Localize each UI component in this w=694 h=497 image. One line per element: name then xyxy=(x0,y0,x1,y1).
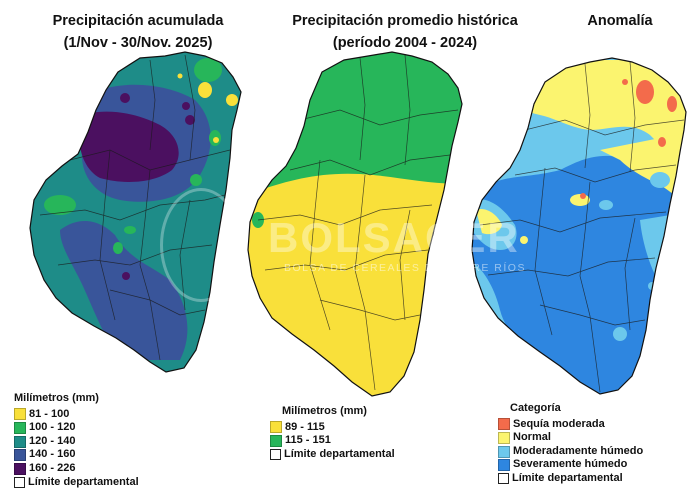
legend-item: Moderadamente húmedo xyxy=(498,445,643,459)
title-historica-line1: Precipitación promedio histórica xyxy=(292,13,518,29)
legend-item: 160 - 226 xyxy=(14,462,139,476)
legend-item: 89 - 115 xyxy=(270,421,395,435)
legend-item-boundary: Límite departamental xyxy=(498,472,643,486)
legend-item: 115 - 151 xyxy=(270,434,395,448)
legend-historica-title: Milímetros (mm) xyxy=(282,405,367,417)
legend-historica: Milímetros (mm) 89 - 115 115 - 151 Límit… xyxy=(270,405,395,461)
legend-swatch xyxy=(498,418,510,431)
watermark-text: BOLSACER xyxy=(268,214,520,261)
legend-item-boundary: Límite departamental xyxy=(270,448,395,462)
watermark-subtext: BOLSA DE CEREALES DE ENTRE RÍOS xyxy=(284,262,526,274)
title-acumulada: Precipitación acumulada (1/Nov - 30/Nov.… xyxy=(28,10,248,54)
legend-item: Sequía moderada xyxy=(498,418,643,432)
legend-item-boundary: Límite departamental xyxy=(14,476,139,490)
legend-item: 100 - 120 xyxy=(14,421,139,435)
title-anomalia: Anomalía xyxy=(560,10,680,32)
watermark-seal xyxy=(160,188,242,302)
legend-anomalia-title: Categoría xyxy=(510,402,561,414)
legend-anomalia: Categoría Sequía moderada Normal Moderad… xyxy=(498,402,643,486)
legend-swatch xyxy=(498,459,510,472)
legend-item: 81 - 100 xyxy=(14,408,139,422)
legend-swatch-outline xyxy=(270,449,281,461)
legend-swatch xyxy=(14,449,26,462)
legend-swatch xyxy=(270,421,282,434)
legend-swatch-outline xyxy=(498,473,509,485)
legend-swatch xyxy=(270,434,282,447)
legend-acumulada: Milímetros (mm) 81 - 100 100 - 120 120 -… xyxy=(14,392,139,489)
title-acumulada-line2: (1/Nov - 30/Nov. 2025) xyxy=(63,35,213,51)
legend-swatch xyxy=(498,431,510,444)
title-anomalia-line1: Anomalía xyxy=(587,13,653,29)
legend-item: Normal xyxy=(498,431,643,445)
title-acumulada-line1: Precipitación acumulada xyxy=(52,13,224,29)
legend-swatch xyxy=(14,421,26,434)
legend-swatch-outline xyxy=(14,476,25,488)
legend-item: 120 - 140 xyxy=(14,435,139,449)
title-historica: Precipitación promedio histórica (períod… xyxy=(270,10,540,54)
title-historica-line2: (período 2004 - 2024) xyxy=(332,35,478,51)
legend-swatch xyxy=(14,408,26,421)
legend-item: 140 - 160 xyxy=(14,448,139,462)
legend-swatch xyxy=(14,435,26,448)
legend-acumulada-title: Milímetros (mm) xyxy=(14,392,99,404)
legend-item: Severamente húmedo xyxy=(498,458,643,472)
legend-swatch xyxy=(14,462,26,475)
legend-swatch xyxy=(498,445,510,458)
